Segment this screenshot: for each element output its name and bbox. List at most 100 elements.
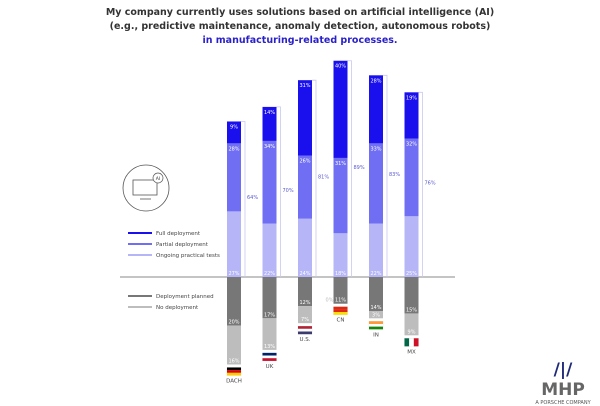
- bar-deployment-planned: [404, 277, 419, 314]
- mhp-logo: /|/ MHP A PORSCHE COMPANY: [530, 360, 596, 406]
- data-label: 20%: [228, 320, 239, 326]
- category-label: IN: [373, 332, 379, 338]
- data-label: 22%: [264, 271, 275, 277]
- bar-full-deployment: [298, 80, 312, 156]
- bar-deployment-planned: [369, 277, 383, 312]
- bar-ongoing-practical-tests: [227, 211, 241, 277]
- data-label: 28%: [228, 146, 239, 152]
- legend-label: No deployment: [156, 305, 199, 311]
- total-bracket: [418, 91, 423, 277]
- legend-label: Deployment planned: [156, 294, 214, 300]
- category-label: CN: [337, 318, 345, 324]
- flag-stripe: [409, 338, 414, 347]
- legend-label: Partial deployment: [156, 242, 209, 248]
- total-bracket: [276, 106, 281, 277]
- data-label: 13%: [264, 344, 275, 350]
- flag-stripe: [333, 306, 348, 310]
- category-label: U.S.: [299, 337, 310, 343]
- data-label: 18%: [335, 271, 346, 277]
- data-label: 9%: [230, 124, 238, 130]
- bar-no-deployment: [404, 313, 419, 336]
- bar-partial-deployment: [369, 143, 383, 224]
- bar-partial-deployment: [333, 157, 348, 234]
- flag-stripe: [262, 355, 277, 359]
- data-label: 31%: [335, 161, 346, 167]
- bar-full-deployment: [262, 106, 277, 141]
- bar-no-deployment: [369, 311, 383, 319]
- flag-stripe: [262, 358, 277, 361]
- flag-stripe: [227, 372, 241, 376]
- bar-no-deployment: [298, 306, 312, 324]
- total-bracket: [383, 74, 388, 277]
- ai-badge-text: AI: [156, 176, 160, 182]
- bar-partial-deployment: [227, 143, 241, 212]
- bar-partial-deployment: [404, 138, 419, 217]
- data-label: 26%: [299, 159, 310, 165]
- total-bracket: [312, 79, 317, 277]
- bar-partial-deployment: [262, 140, 277, 224]
- bar-partial-deployment: [298, 155, 312, 219]
- bar-no-deployment: [262, 318, 277, 350]
- data-label: 12%: [299, 300, 310, 306]
- flag-stripe: [413, 338, 419, 347]
- ai-monitor-icon: [122, 164, 170, 212]
- monitor-shape: [132, 179, 158, 196]
- total-label: 89%: [354, 165, 365, 171]
- flag-stripe: [298, 331, 312, 335]
- data-label: 32%: [406, 141, 417, 147]
- legend-label: Ongoing practical tests: [156, 253, 220, 259]
- data-label: 19%: [406, 95, 417, 101]
- total-label: 64%: [247, 195, 258, 201]
- title-line-2: (e.g., predictive maintenance, anomaly d…: [109, 21, 491, 32]
- bar-full-deployment: [369, 75, 383, 144]
- flag-stripe: [369, 326, 383, 330]
- total-label: 83%: [389, 172, 400, 178]
- category-label: UK: [266, 364, 274, 370]
- flag-stripe: [298, 326, 312, 329]
- flag-stripe: [369, 323, 383, 327]
- data-label: 25%: [406, 271, 417, 277]
- bar-ongoing-practical-tests: [298, 218, 312, 277]
- data-label: 14%: [264, 110, 275, 116]
- bar-full-deployment: [404, 92, 419, 139]
- data-label: 14%: [370, 305, 381, 311]
- bar-full-deployment: [227, 121, 241, 144]
- logo-subtitle: A PORSCHE COMPANY: [535, 400, 591, 406]
- data-label: 11%: [335, 298, 346, 304]
- bar-deployment-planned: [227, 277, 241, 326]
- total-bracket: [347, 60, 352, 277]
- data-label: 7%: [301, 317, 309, 323]
- bar-ongoing-practical-tests: [333, 233, 348, 277]
- data-label: 22%: [370, 271, 381, 277]
- bar-deployment-planned: [262, 277, 277, 319]
- bar-deployment-planned: [298, 277, 312, 307]
- total-label: 76%: [425, 181, 436, 187]
- ai-badge: [152, 172, 164, 184]
- bar-no-deployment: [227, 325, 241, 365]
- data-label: 33%: [370, 146, 381, 152]
- flag-stripe: [298, 328, 312, 332]
- data-label: 28%: [370, 78, 381, 84]
- flag-stripe: [333, 312, 348, 315]
- total-label: 70%: [283, 188, 294, 194]
- data-label: 27%: [228, 271, 239, 277]
- flag-stripe: [227, 370, 241, 373]
- data-label: 15%: [406, 307, 417, 313]
- bar-ongoing-practical-tests: [369, 223, 383, 277]
- bar-deployment-planned: [333, 277, 348, 304]
- data-label: 31%: [299, 83, 310, 89]
- total-bracket: [241, 121, 246, 277]
- data-label: 0%: [326, 298, 334, 304]
- legend-label: Full deployment: [156, 231, 201, 237]
- category-label: MX: [407, 349, 416, 355]
- title-line-3: in manufacturing-related processes.: [202, 35, 398, 46]
- data-label: 24%: [299, 271, 310, 277]
- data-label: 34%: [264, 144, 275, 150]
- data-label: 17%: [264, 312, 275, 318]
- data-label: 9%: [408, 329, 416, 335]
- flag-stripe: [404, 338, 410, 347]
- title-line-1: My company currently uses solutions base…: [105, 7, 495, 18]
- category-label: DACH: [226, 378, 242, 384]
- flag-stripe: [333, 309, 348, 313]
